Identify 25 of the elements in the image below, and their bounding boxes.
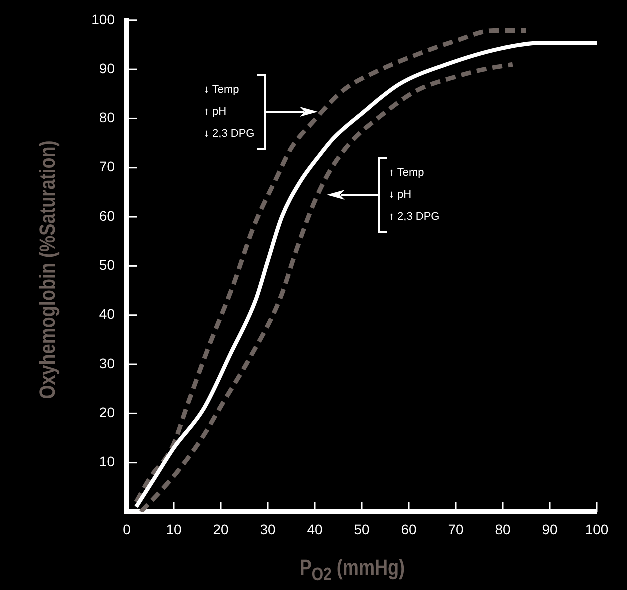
y-tick-label: 80 bbox=[99, 110, 116, 126]
x-tick-label: 60 bbox=[401, 521, 417, 538]
x-tick-label: 30 bbox=[260, 521, 276, 538]
annotation: ↑ Temp ↓ pH ↑ 2,3 DPG bbox=[389, 166, 440, 225]
x-axis-title: P$_{O2}$ (mmHg) bbox=[298, 555, 406, 586]
x-tick-label: 90 bbox=[542, 521, 558, 538]
y-tick-label: 40 bbox=[99, 306, 116, 322]
x-tick-label: 20 bbox=[213, 521, 229, 538]
y-tick-label: 10 bbox=[99, 454, 116, 470]
y-tick-label: 30 bbox=[99, 355, 116, 372]
x-tick-label: 70 bbox=[448, 521, 464, 538]
y-tick-label: 50 bbox=[99, 257, 116, 274]
x-tick-label: 50 bbox=[354, 521, 370, 538]
y-tick-label: 90 bbox=[99, 60, 116, 76]
x-tick-label: 40 bbox=[307, 521, 323, 538]
y-axis-title: Oxyhemoglobin (%Saturation) bbox=[35, 140, 61, 400]
annotation: ↓ Temp ↑ pH ↓ 2,3 DPG bbox=[204, 83, 255, 142]
x-tick-label: 0 bbox=[123, 521, 132, 538]
y-tick-label: 60 bbox=[99, 208, 116, 224]
y-tick-label: 70 bbox=[99, 158, 116, 175]
y-tick-label: 20 bbox=[99, 404, 116, 421]
x-tick-label: 10 bbox=[166, 521, 182, 538]
x-tick-label: 80 bbox=[495, 521, 511, 538]
x-tick-label: 100 bbox=[585, 521, 609, 538]
y-tick-label: 100 bbox=[92, 11, 116, 28]
